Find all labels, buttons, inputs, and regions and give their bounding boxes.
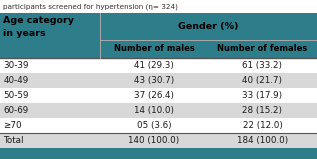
Text: 22 (12.0): 22 (12.0)	[243, 121, 282, 130]
Text: 50-59: 50-59	[3, 91, 29, 100]
Bar	[0, 73, 317, 88]
Bar	[0, 13, 317, 40]
Bar	[0, 40, 317, 58]
Text: 140 (100.0): 140 (100.0)	[128, 136, 180, 145]
Bar	[0, 133, 317, 148]
Text: 60-69: 60-69	[3, 106, 29, 115]
Text: 61 (33.2): 61 (33.2)	[243, 61, 282, 70]
Text: 184 (100.0): 184 (100.0)	[237, 136, 288, 145]
Text: 43 (30.7): 43 (30.7)	[134, 76, 174, 85]
Text: in years: in years	[3, 29, 46, 38]
Text: participants screened for hypertension (η= 324): participants screened for hypertension (…	[3, 3, 178, 10]
Bar	[0, 58, 317, 73]
Bar	[0, 88, 317, 103]
Text: 14 (10.0): 14 (10.0)	[134, 106, 174, 115]
Text: Gender (%): Gender (%)	[178, 22, 239, 31]
Bar	[0, 118, 317, 133]
Text: 41 (29.3): 41 (29.3)	[134, 61, 174, 70]
Text: 33 (17.9): 33 (17.9)	[243, 91, 282, 100]
Text: Number of males: Number of males	[113, 45, 194, 53]
Text: ≥70: ≥70	[3, 121, 22, 130]
Text: Age category: Age category	[3, 16, 74, 25]
Text: Number of females: Number of females	[217, 45, 307, 53]
Bar	[0, 148, 317, 159]
Text: 30-39: 30-39	[3, 61, 29, 70]
Text: 05 (3.6): 05 (3.6)	[137, 121, 171, 130]
Text: 40-49: 40-49	[3, 76, 29, 85]
Bar	[0, 0, 317, 13]
Text: 40 (21.7): 40 (21.7)	[243, 76, 282, 85]
Text: 28 (15.2): 28 (15.2)	[243, 106, 282, 115]
Text: 37 (26.4): 37 (26.4)	[134, 91, 174, 100]
Bar	[0, 103, 317, 118]
Text: Total: Total	[3, 136, 24, 145]
